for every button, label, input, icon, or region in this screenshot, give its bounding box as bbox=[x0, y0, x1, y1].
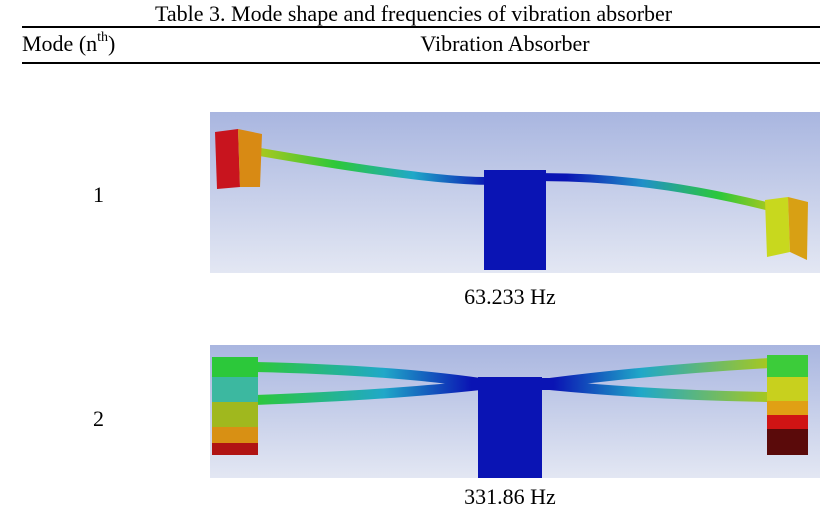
header-superscript: th bbox=[97, 30, 108, 45]
frequency: 331.86 Hz bbox=[420, 486, 600, 508]
header-absorber: Vibration Absorber bbox=[420, 33, 590, 55]
header-text: Mode (n bbox=[22, 31, 97, 56]
header-rule bbox=[22, 62, 820, 64]
mode-number: 2 bbox=[93, 408, 104, 430]
mode-shape-image bbox=[210, 345, 820, 478]
mode-shape-image bbox=[210, 112, 820, 273]
header-text: ) bbox=[108, 31, 115, 56]
mode-number: 1 bbox=[93, 184, 104, 206]
table-caption: Table 3. Mode shape and frequencies of v… bbox=[155, 3, 672, 25]
header-mode: Mode (nth) bbox=[22, 33, 115, 55]
frequency: 63.233 Hz bbox=[420, 286, 600, 308]
top-rule bbox=[22, 26, 820, 28]
document: Table 3. Mode shape and frequencies of v… bbox=[0, 0, 821, 515]
